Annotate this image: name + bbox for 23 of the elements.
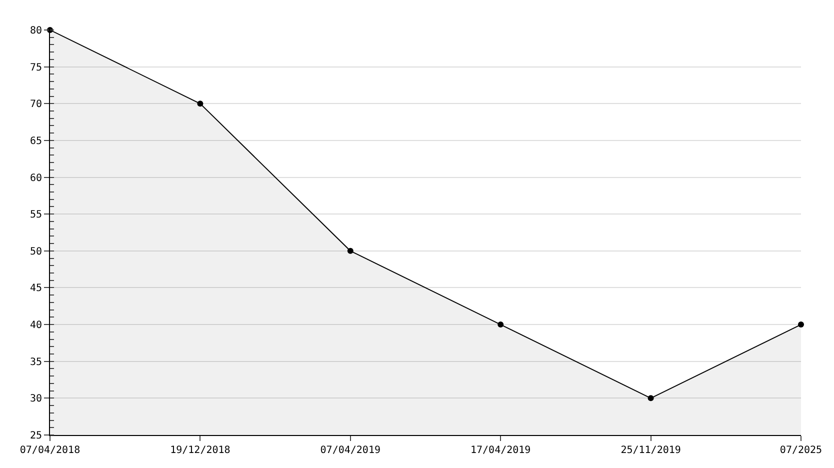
y-tick-label: 35 [30,356,42,368]
x-tick-label: 07/04/2019 [320,445,381,456]
point [347,248,354,254]
y-tick-label: 45 [30,283,42,294]
y-tick-label: 40 [30,320,42,332]
y-tick-label: 60 [30,172,42,184]
y-tick-label: 30 [30,394,42,405]
x-tick-label: 07/04/2018 [20,445,80,456]
x-tick-label: 25/11/2019 [620,445,681,456]
y-tick-label: 50 [30,246,42,258]
y-tick-label: 55 [30,210,42,221]
x-tick-label: 07/2025 [780,445,822,456]
y-tick-label: 70 [30,99,42,110]
point [798,322,804,328]
y-tick-label: 80 [30,26,42,36]
y-tick-label: 25 [30,430,42,442]
x-tick-label: 17/04/2019 [470,445,531,456]
y-tick-label: 65 [30,136,42,147]
point [498,322,504,328]
point [648,395,654,402]
x-tick-label: 19/12/2018 [170,445,230,456]
point [197,100,204,107]
y-tick-label: 75 [30,62,42,74]
